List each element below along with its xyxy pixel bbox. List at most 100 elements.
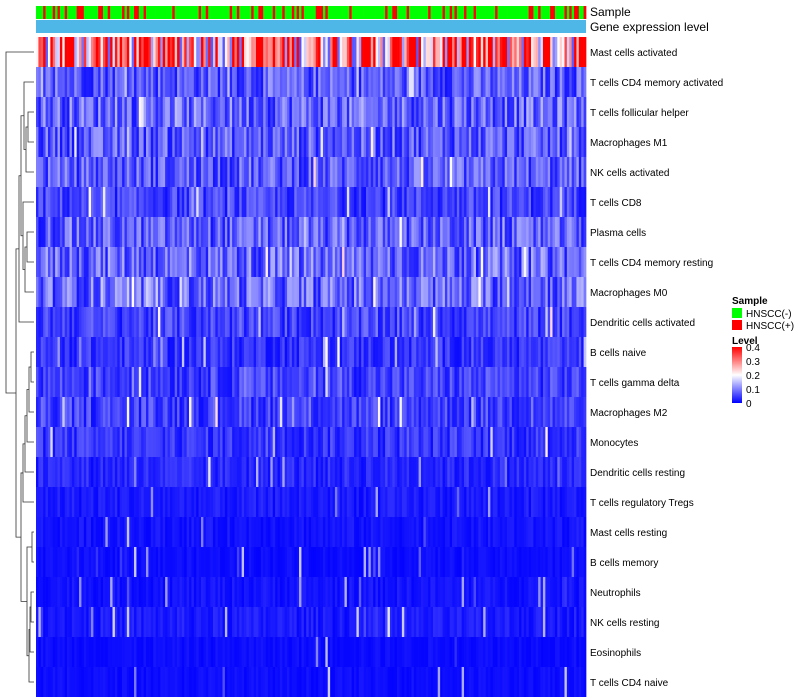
heatmap-cell (117, 367, 121, 397)
heatmap-cell (148, 427, 152, 457)
heatmap-cell (294, 37, 297, 67)
heatmap-cell (449, 217, 453, 247)
heatmap-cell (294, 427, 297, 457)
heatmap-cell (81, 337, 85, 367)
heatmap-cell (143, 607, 147, 637)
heatmap-cell (454, 517, 458, 547)
heatmap-cell (150, 157, 154, 187)
sample-cell (337, 6, 341, 19)
heatmap-cell (81, 427, 85, 457)
heatmap-cell (459, 337, 462, 367)
heatmap-cell (554, 187, 558, 217)
heatmap-cell (550, 397, 553, 427)
heatmap-cell (569, 187, 572, 217)
heatmap-cell (167, 217, 171, 247)
heatmap-cell (406, 487, 410, 517)
heatmap-cell (471, 187, 474, 217)
heatmap-cell (554, 367, 558, 397)
heatmap-cell (215, 37, 219, 67)
heatmap-cell (234, 367, 238, 397)
heatmap-cell (334, 97, 338, 127)
heatmap-row (36, 247, 587, 277)
heatmap-cell (523, 547, 527, 577)
heatmap-cell (497, 307, 501, 337)
heatmap-cell (351, 487, 355, 517)
heatmap-cell (449, 37, 453, 67)
heatmap-cell (550, 277, 553, 307)
heatmap-cell (59, 607, 63, 637)
sample-cell (55, 6, 58, 19)
heatmap-cell (179, 307, 183, 337)
heatmap-cell (291, 367, 295, 397)
heatmap-cell (566, 307, 570, 337)
heatmap-cell (107, 397, 111, 427)
heatmap-cell (490, 337, 494, 367)
heatmap-cell (88, 547, 92, 577)
heatmap-cell (157, 67, 161, 97)
heatmap-cell (447, 367, 451, 397)
heatmap-cell (193, 67, 197, 97)
heatmap-cell (157, 427, 161, 457)
heatmap-cell (141, 487, 144, 517)
heatmap-cell (146, 307, 149, 337)
heatmap-body (36, 37, 587, 697)
heatmap-cell (387, 67, 391, 97)
heatmap-cell (538, 337, 541, 367)
heatmap-cell (351, 127, 355, 157)
heatmap-cell (88, 637, 92, 667)
heatmap-cell (160, 67, 164, 97)
sample-cell (468, 6, 472, 19)
heatmap-cell (416, 37, 419, 67)
heatmap-cell (392, 67, 396, 97)
heatmap-cell (370, 307, 374, 337)
heatmap-cell (277, 637, 281, 667)
heatmap-cell (227, 637, 231, 667)
heatmap-cell (124, 637, 128, 667)
heatmap-cell (351, 517, 355, 547)
heatmap-cell (196, 217, 199, 247)
sample-cell (267, 6, 271, 19)
heatmap-cell (382, 187, 386, 217)
heatmap-cell (260, 247, 264, 277)
heatmap-cell (531, 547, 534, 577)
heatmap-cell (473, 187, 477, 217)
heatmap-cell (339, 217, 343, 247)
heatmap-cell (119, 337, 123, 367)
heatmap-cell (569, 367, 572, 397)
heatmap-cell (301, 487, 305, 517)
heatmap-cell (564, 367, 568, 397)
heatmap-cell (100, 307, 104, 337)
heatmap-cell (389, 517, 393, 547)
heatmap-cell (256, 97, 259, 127)
heatmap-cell (375, 457, 379, 487)
heatmap-cell (267, 187, 271, 217)
heatmap-cell (476, 457, 479, 487)
sample-cell (224, 6, 228, 19)
heatmap-cell (313, 367, 317, 397)
heatmap-cell (459, 607, 462, 637)
heatmap-cell (533, 157, 537, 187)
heatmap-cell (332, 307, 336, 337)
heatmap-cell (454, 187, 458, 217)
heatmap-cell (392, 187, 396, 217)
heatmap-cell (578, 577, 582, 607)
heatmap-cell (95, 187, 99, 217)
heatmap-cell (162, 37, 166, 67)
heatmap-cell (43, 217, 46, 247)
heatmap-cell (260, 217, 264, 247)
heatmap-cell (62, 127, 66, 157)
heatmap-cell (265, 637, 269, 667)
heatmap-cell (547, 367, 551, 397)
heatmap-cell (215, 427, 219, 457)
heatmap-cell (303, 337, 307, 367)
sample-cell (397, 6, 400, 19)
heatmap-cell (95, 547, 99, 577)
heatmap-cell (502, 607, 506, 637)
heatmap-cell (287, 427, 290, 457)
heatmap-cell (320, 37, 324, 67)
sample-cell (100, 6, 104, 19)
heatmap-cell (401, 157, 405, 187)
heatmap-cell (227, 457, 231, 487)
heatmap-cell (138, 307, 142, 337)
heatmap-cell (480, 607, 484, 637)
